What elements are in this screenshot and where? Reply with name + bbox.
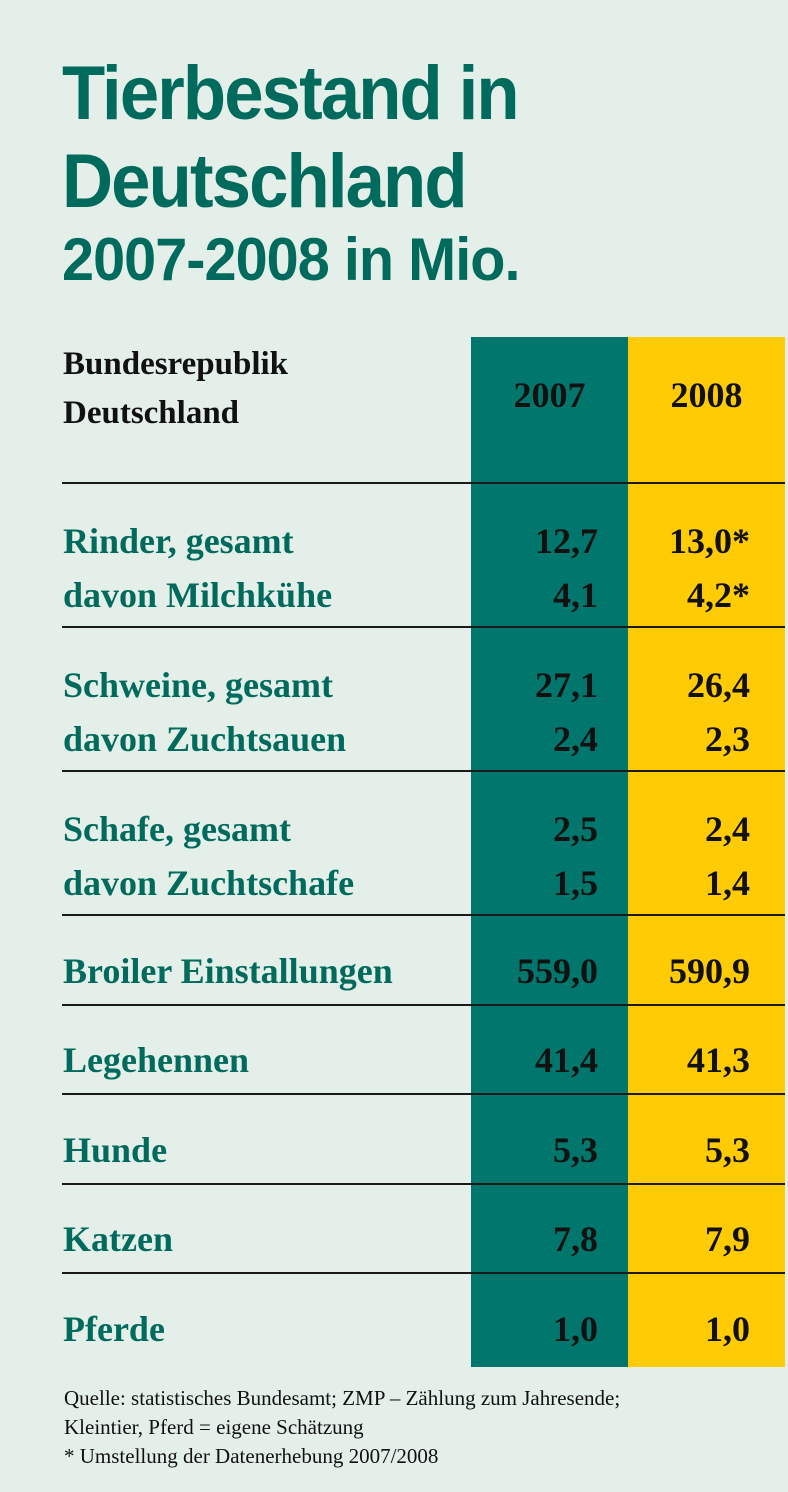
row-label: Katzen <box>63 1219 173 1259</box>
header-label-line-1: Bundesrepublik <box>63 346 289 382</box>
value-2008: 1,0 <box>705 1309 750 1349</box>
row-divider <box>62 770 785 772</box>
page-title-line-2: Deutschland <box>62 139 468 224</box>
value-2008: 13,0* <box>669 521 750 561</box>
value-2008: 2,3 <box>705 719 750 759</box>
row-label: Pferde <box>63 1309 165 1349</box>
value-2007: 1,5 <box>553 863 598 903</box>
value-2008: 4,2* <box>687 575 750 615</box>
header-label-line-2: Deutschland <box>63 395 240 431</box>
row-label: davon Zuchtschafe <box>63 863 355 903</box>
row-label: Legehennen <box>63 1040 250 1080</box>
row-label: Schweine, gesamt <box>63 665 333 705</box>
row-label: Hunde <box>63 1130 168 1170</box>
value-2008: 1,4 <box>705 863 750 903</box>
row-label: davon Zuchtsauen <box>63 719 347 759</box>
row-divider <box>62 482 785 484</box>
value-2007: 559,0 <box>517 951 598 991</box>
row-divider <box>62 1093 785 1095</box>
footer-source: Quelle: statistisches Bundesamt; ZMP – Z… <box>64 1386 621 1410</box>
row-label: Schafe, gesamt <box>63 809 291 849</box>
row-divider <box>62 914 785 916</box>
value-2008: 2,4 <box>705 809 750 849</box>
column-2008-background <box>628 337 785 1367</box>
page-title-line-1: Tierbestand in <box>62 51 520 136</box>
footer-notes: Quelle: statistisches Bundesamt; ZMP – Z… <box>64 1384 620 1471</box>
footer-footnote: * Umstellung der Datenerhebung 2007/2008 <box>64 1444 439 1468</box>
row-label: Broiler Einstallungen <box>63 951 393 991</box>
row-divider <box>62 1004 785 1006</box>
footer-estimate-note: Kleintier, Pferd = eigene Schätzung <box>64 1415 364 1439</box>
row-label: davon Milchkühe <box>63 575 333 615</box>
row-divider <box>62 626 785 628</box>
column-header-2007: 2007 <box>513 375 586 415</box>
value-2007: 41,4 <box>535 1040 598 1080</box>
value-2007: 4,1 <box>553 575 598 615</box>
value-2007: 27,1 <box>535 665 598 705</box>
value-2007: 2,4 <box>553 719 598 759</box>
value-2007: 12,7 <box>535 521 598 561</box>
value-2007: 2,5 <box>553 809 598 849</box>
value-2008: 41,3 <box>687 1040 750 1080</box>
value-2008: 26,4 <box>687 665 750 705</box>
value-2008: 590,9 <box>669 951 750 991</box>
row-divider <box>62 1183 785 1185</box>
value-2008: 5,3 <box>705 1130 750 1170</box>
value-2008: 7,9 <box>705 1219 750 1259</box>
value-2007: 5,3 <box>553 1130 598 1170</box>
row-label: Rinder, gesamt <box>63 521 294 561</box>
page-subtitle: 2007-2008 in Mio. <box>62 226 520 293</box>
value-2007: 1,0 <box>553 1309 598 1349</box>
row-divider <box>62 1272 785 1274</box>
value-2007: 7,8 <box>553 1219 598 1259</box>
column-2007-background <box>471 337 628 1367</box>
table-header-region: Bundesrepublik Deutschland <box>63 340 288 438</box>
column-header-2008: 2008 <box>670 375 743 415</box>
